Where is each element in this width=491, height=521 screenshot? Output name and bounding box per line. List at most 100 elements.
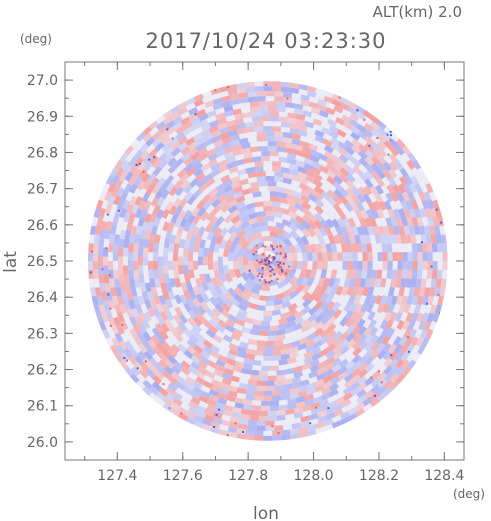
radar-speckle: [271, 256, 274, 259]
radar-cell: [365, 208, 374, 219]
radar-cell: [193, 414, 204, 423]
radar-cell: [205, 148, 216, 158]
radar-cell: [320, 243, 328, 253]
radar-cell: [167, 354, 178, 365]
radar-cell: [274, 385, 284, 391]
radar-cell: [317, 410, 328, 418]
radar-cell: [294, 202, 305, 212]
radar-field: [87, 81, 448, 441]
radar-speckle: [268, 265, 271, 268]
radar-cell: [356, 286, 365, 297]
radar-cell: [318, 165, 330, 174]
radar-cell: [363, 122, 374, 133]
radar-cell: [138, 238, 145, 249]
radar-speckle: [263, 258, 266, 261]
radar-cell: [254, 201, 264, 208]
radar-cell: [379, 234, 387, 244]
radar-cell: [415, 336, 425, 348]
radar-cell: [320, 392, 331, 401]
radar-cell: [196, 410, 207, 419]
radar-cell: [269, 325, 279, 331]
radar-cell: [269, 196, 280, 202]
radar-cell: [352, 261, 358, 270]
radar-cell: [314, 135, 325, 144]
radar-speckle: [262, 253, 265, 256]
radar-cell: [280, 434, 291, 441]
radar-speckle: [283, 256, 286, 259]
radar-cell: [320, 190, 331, 201]
radar-cell: [210, 350, 221, 360]
radar-cell: [240, 408, 251, 415]
radar-cell: [240, 240, 250, 251]
radar-cell: [162, 109, 173, 120]
radar-cell: [149, 357, 159, 368]
radar-cell: [161, 303, 170, 314]
radar-cell: [295, 401, 306, 409]
x-tick-label: 128.0: [294, 468, 334, 484]
radar-cell: [172, 115, 183, 125]
radar-cell: [245, 126, 255, 133]
radar-speckle: [269, 274, 272, 277]
radar-cell: [330, 136, 341, 146]
radar-speckle: [121, 323, 124, 326]
radar-cell: [359, 277, 367, 288]
radar-cell: [189, 177, 200, 188]
radar-cell: [214, 407, 225, 415]
radar-cell: [265, 211, 275, 217]
radar-cell: [217, 319, 228, 329]
radar-cell: [351, 269, 358, 279]
radar-cell: [223, 105, 234, 113]
radar-speckle: [101, 268, 104, 271]
radar-cell: [317, 98, 328, 107]
radar-cell: [364, 341, 374, 352]
radar-cell: [102, 328, 111, 340]
radar-cell: [232, 144, 243, 152]
radar-cell: [282, 172, 293, 180]
radar-cell: [343, 277, 351, 288]
radar-cell: [208, 243, 216, 253]
radar-cell: [161, 135, 172, 146]
radar-cell: [204, 408, 215, 417]
radar-cell: [196, 333, 206, 344]
radar-cell: [161, 208, 170, 219]
radar-cell: [302, 214, 312, 224]
radar-cell: [269, 116, 280, 122]
radar-cell: [408, 328, 418, 339]
radar-cell: [276, 328, 286, 336]
radar-cell: [219, 387, 230, 396]
radar-cell: [327, 400, 338, 409]
radar-cell: [186, 316, 197, 327]
radar-cell: [100, 291, 108, 301]
radar-cell: [327, 251, 333, 261]
radar-cell: [272, 390, 282, 396]
radar-cell: [435, 278, 442, 288]
radar-speckle: [109, 324, 112, 327]
radar-speckle: [268, 254, 271, 257]
radar-cell: [142, 247, 149, 257]
radar-cell: [332, 330, 343, 341]
radar-speckle: [215, 413, 218, 416]
radar-cell: [135, 132, 146, 143]
radar-cell: [300, 94, 310, 102]
radar-speckle: [123, 357, 126, 360]
radar-cell: [364, 135, 375, 146]
radar-cell: [179, 294, 188, 305]
radar-cell: [134, 208, 143, 219]
radar-cell: [145, 136, 156, 147]
radar-cell: [185, 410, 196, 420]
radar-cell: [272, 355, 282, 361]
radar-cell: [300, 318, 311, 328]
radar-cell: [232, 412, 242, 419]
radar-cell: [102, 256, 108, 266]
radar-cell: [408, 286, 416, 297]
radar-cell: [230, 332, 241, 341]
radar-cell: [154, 141, 165, 152]
radar-cell: [437, 295, 445, 306]
radar-cell: [189, 234, 198, 245]
radar-cell: [159, 330, 169, 341]
radar-speckle: [272, 256, 275, 259]
radar-cell: [154, 322, 164, 333]
radar-cell: [317, 415, 328, 424]
radar-cell: [182, 121, 193, 130]
radar-cell: [128, 243, 134, 253]
